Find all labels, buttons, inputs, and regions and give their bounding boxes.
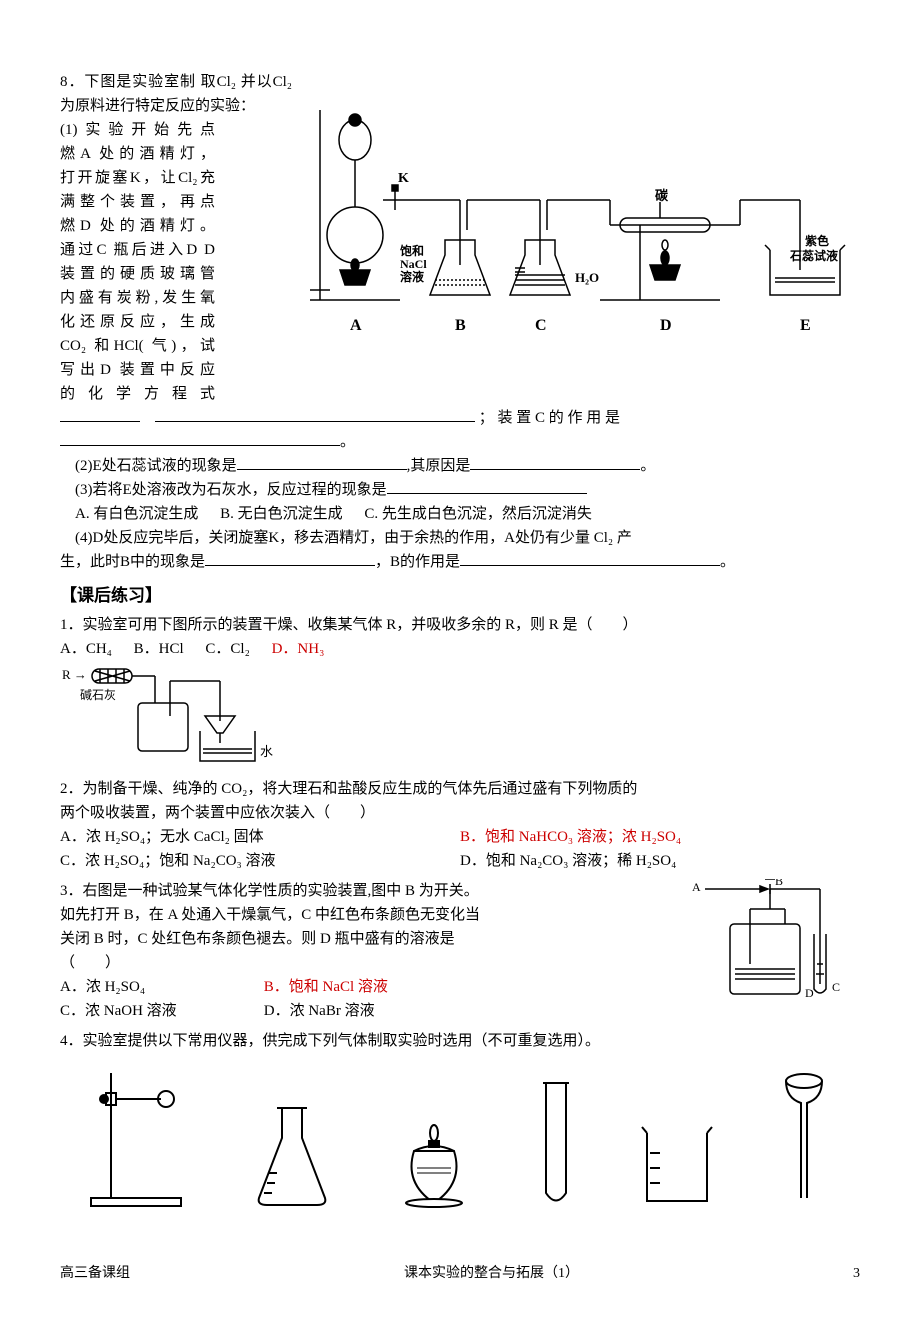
- question-3: A B D C: [60, 879, 860, 1023]
- svg-text:碳: 碳: [655, 188, 669, 203]
- svg-text:H₂O: H₂O: [575, 270, 599, 285]
- svg-text:D: D: [660, 317, 672, 334]
- beaker-icon: [632, 1113, 722, 1213]
- q2-optB: B．饱和 NaHCO₃ 溶液；浓 H₂SO₄: [460, 829, 681, 845]
- svg-text:碱石灰: 碱石灰: [80, 688, 116, 702]
- svg-text:C: C: [535, 317, 547, 334]
- iron-stand-icon: [86, 1063, 196, 1213]
- svg-text:E: E: [800, 317, 811, 334]
- q8-blank-line2: 。: [60, 430, 860, 454]
- q1-diagram: R → 碱石灰 水: [60, 661, 860, 771]
- svg-text:A: A: [350, 317, 362, 334]
- q8-p1f: 通过C 瓶后进入D D: [60, 238, 215, 262]
- funnel-icon: [774, 1063, 834, 1213]
- svg-text:B: B: [775, 879, 783, 888]
- q8-p1e: 燃D 处的酒精灯。: [60, 214, 215, 238]
- q3-diagram: A B D C: [690, 879, 860, 1019]
- q8-p1i: 化还原反应，生成: [60, 310, 215, 334]
- question-4: 4．实验室提供以下常用仪器，供完成下列气体制取实验时选用（不可重复选用）。: [60, 1029, 860, 1213]
- svg-text:石蕊试液: 石蕊试液: [789, 248, 838, 263]
- q8-blank-line1: ； 装 置 C 的 作 用 是: [60, 406, 860, 430]
- svg-text:R →: R →: [62, 667, 87, 682]
- svg-text:NaCl: NaCl: [400, 257, 427, 271]
- practice-heading: 【课后练习】: [60, 582, 860, 609]
- svg-text:溶液: 溶液: [400, 269, 424, 284]
- svg-text:紫色: 紫色: [805, 233, 829, 248]
- svg-text:B: B: [455, 317, 466, 334]
- svg-text:K: K: [398, 171, 409, 186]
- q8-p1g: 装置的硬质玻璃管: [60, 262, 215, 286]
- q2-text2: 两个吸收装置，两个装置中应依次装入（ ）: [60, 801, 860, 825]
- q2-options: A．浓 H₂SO₄；无水 CaCl₂ 固体 B．饱和 NaHCO₃ 溶液；浓 H…: [60, 825, 860, 873]
- question-2: 2．为制备干燥、纯净的 CO₂，将大理石和盐酸反应生成的气体先后通过盛有下列物质…: [60, 777, 860, 873]
- q8-p1d: 满整个装置，再点: [60, 190, 215, 214]
- q8-p1a: (1)实验开始先点: [60, 118, 215, 142]
- svg-text:D: D: [805, 986, 814, 1000]
- q8-p4: (4)D处反应完毕后，关闭旋塞K，移去酒精灯，由于余热的作用，A处仍有少量 Cl…: [60, 526, 860, 550]
- q8-diagram: K: [300, 70, 860, 370]
- q8-p3: (3)若将E处溶液改为石灰水，反应过程的现象是: [60, 478, 860, 502]
- q8-p4b: 生，此时B中的现象是，B的作用是。: [60, 550, 860, 574]
- svg-text:饱和: 饱和: [400, 243, 424, 258]
- q2-optC: C．浓 H₂SO₄；饱和 Na₂CO₃ 溶液: [60, 853, 276, 869]
- q2-text1: 2．为制备干燥、纯净的 CO₂，将大理石和盐酸反应生成的气体先后通过盛有下列物质…: [60, 777, 860, 801]
- svg-text:A: A: [692, 880, 701, 894]
- svg-text:水: 水: [260, 744, 273, 759]
- q8-p3-options: A. 有白色沉淀生成 B. 无白色沉淀生成 C. 先生成白色沉淀，然后沉淀消失: [60, 502, 860, 526]
- footer-center: 课本实验的整合与拓展（1）: [404, 1263, 579, 1285]
- q1-options: A．CH₄ B．HCl C．Cl₂ D．NH₃: [60, 637, 860, 661]
- footer-left: 高三备课组: [60, 1263, 130, 1285]
- question-8: K: [60, 70, 860, 574]
- test-tube-icon: [531, 1073, 581, 1213]
- question-1: 1．实验室可用下图所示的装置干燥、收集某气体 R，并吸收多余的 R，则 R 是（…: [60, 613, 860, 771]
- q8-c-role-label: ； 装 置 C 的 作 用 是: [479, 410, 620, 426]
- q8-p1j: CO₂ 和HCl( 气)，试: [60, 334, 215, 358]
- q8-p1k: 写出D 装置中反应: [60, 358, 215, 382]
- q4-apparatus-row: [60, 1063, 860, 1213]
- q2-optA: A．浓 H₂SO₄；无水 CaCl₂ 固体: [60, 829, 264, 845]
- q8-num: 8．下图是实验室制: [60, 74, 196, 90]
- q2-optD: D．饱和 Na₂CO₃ 溶液；稀 H₂SO₄: [460, 853, 676, 869]
- conical-flask-icon: [247, 1093, 337, 1213]
- footer-right: 3: [853, 1263, 860, 1285]
- q1-text: 1．实验室可用下图所示的装置干燥、收集某气体 R，并吸收多余的 R，则 R 是（…: [60, 613, 860, 637]
- q4-text: 4．实验室提供以下常用仪器，供完成下列气体制取实验时选用（不可重复选用）。: [60, 1029, 860, 1053]
- q8-p2: (2)E处石蕊试液的现象是,其原因是。: [60, 454, 860, 478]
- svg-text:C: C: [832, 980, 840, 994]
- q8-p1h: 内盛有炭粉,发生氧: [60, 286, 215, 310]
- q8-p1l: 的化学方程式: [60, 382, 215, 406]
- alcohol-lamp-icon: [389, 1113, 479, 1213]
- q8-p1c: 打开旋塞K，让Cl₂充: [60, 166, 215, 190]
- q8-p1b: 燃A 处的酒精灯，: [60, 142, 215, 166]
- page-footer: 高三备课组 课本实验的整合与拓展（1） 3: [60, 1263, 860, 1285]
